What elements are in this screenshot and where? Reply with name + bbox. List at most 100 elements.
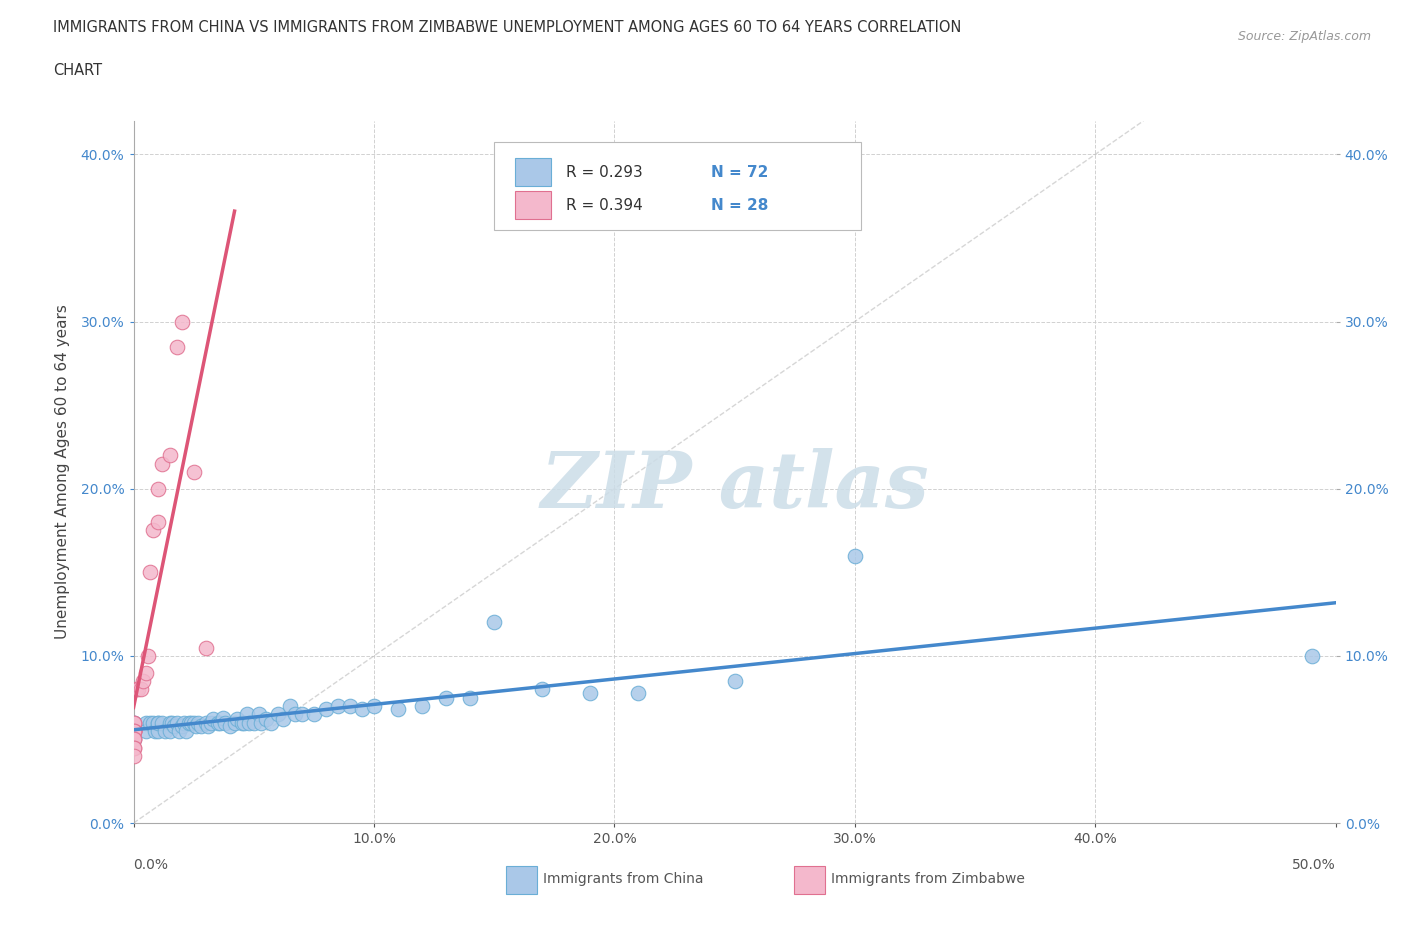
Point <box>434 690 457 705</box>
Point <box>159 448 181 463</box>
Point <box>125 682 148 697</box>
Point <box>142 523 165 538</box>
Point <box>122 715 145 730</box>
Point <box>1301 648 1323 663</box>
Point <box>152 457 174 472</box>
Point <box>122 724 145 738</box>
Point <box>135 665 157 680</box>
Point <box>122 740 145 755</box>
Point <box>146 715 169 730</box>
Point <box>122 715 145 730</box>
Point <box>326 698 349 713</box>
Point <box>122 724 145 738</box>
Point <box>122 724 145 738</box>
Point <box>339 698 361 713</box>
Bar <box>515 192 551 219</box>
Point <box>122 724 145 738</box>
Point <box>146 514 169 529</box>
Point <box>132 673 155 688</box>
Point <box>259 715 281 730</box>
Point <box>201 712 224 727</box>
Text: IMMIGRANTS FROM CHINA VS IMMIGRANTS FROM ZIMBABWE UNEMPLOYMENT AMONG AGES 60 TO : IMMIGRANTS FROM CHINA VS IMMIGRANTS FROM… <box>53 20 962 35</box>
Point <box>170 719 193 734</box>
Point <box>146 724 169 738</box>
Point <box>363 698 385 713</box>
Point <box>122 732 145 747</box>
Point <box>135 724 157 738</box>
Point <box>214 715 236 730</box>
Point <box>135 715 157 730</box>
Text: Immigrants from Zimbabwe: Immigrants from Zimbabwe <box>831 871 1025 886</box>
Point <box>129 682 152 697</box>
Point <box>411 698 433 713</box>
Y-axis label: Unemployment Among Ages 60 to 64 years: Unemployment Among Ages 60 to 64 years <box>55 304 69 640</box>
Text: Immigrants from China: Immigrants from China <box>543 871 703 886</box>
Point <box>152 715 174 730</box>
Point <box>484 615 506 630</box>
Point <box>207 715 229 730</box>
Point <box>183 465 205 480</box>
Point <box>531 682 554 697</box>
Point <box>146 715 169 730</box>
Point <box>209 715 232 730</box>
Point <box>579 685 602 700</box>
Text: R = 0.394: R = 0.394 <box>567 198 643 213</box>
Point <box>224 715 246 730</box>
Point <box>139 715 162 730</box>
Bar <box>515 158 551 186</box>
Point <box>183 715 205 730</box>
Point <box>122 749 145 764</box>
Point <box>159 715 181 730</box>
Point <box>166 339 188 354</box>
Point <box>194 640 217 655</box>
Text: Source: ZipAtlas.com: Source: ZipAtlas.com <box>1237 30 1371 43</box>
Point <box>142 715 165 730</box>
Point <box>302 707 325 722</box>
Text: N = 28: N = 28 <box>710 198 768 213</box>
Point <box>254 712 277 727</box>
Point <box>271 712 294 727</box>
Point <box>122 715 145 730</box>
Point <box>194 715 217 730</box>
Point <box>190 719 212 734</box>
Text: R = 0.293: R = 0.293 <box>567 165 643 179</box>
Point <box>176 724 198 738</box>
Point <box>127 682 149 697</box>
Point <box>284 707 307 722</box>
Text: 50.0%: 50.0% <box>1292 857 1336 872</box>
Point <box>187 715 209 730</box>
Point <box>233 715 256 730</box>
Point <box>160 715 183 730</box>
Point <box>243 715 266 730</box>
Text: ZIP atlas: ZIP atlas <box>540 447 929 525</box>
Point <box>315 702 337 717</box>
Point <box>844 548 866 563</box>
Point <box>122 740 145 755</box>
Point <box>197 719 219 734</box>
Point <box>238 715 260 730</box>
Point <box>226 712 249 727</box>
FancyBboxPatch shape <box>495 142 860 230</box>
Point <box>146 481 169 496</box>
Point <box>122 732 145 747</box>
Point <box>200 715 222 730</box>
Point <box>153 724 176 738</box>
Point <box>136 648 159 663</box>
Point <box>627 685 650 700</box>
Point <box>278 698 301 713</box>
Point <box>350 702 373 717</box>
Point <box>247 707 270 722</box>
Point <box>122 715 145 730</box>
Point <box>143 724 166 738</box>
Point <box>291 707 314 722</box>
Point <box>139 565 162 579</box>
Point <box>166 715 188 730</box>
Point <box>170 314 193 329</box>
Point <box>122 724 145 738</box>
Point <box>250 715 273 730</box>
Point <box>231 715 253 730</box>
Point <box>173 715 195 730</box>
Point <box>122 724 145 738</box>
Point <box>458 690 481 705</box>
Point <box>122 732 145 747</box>
